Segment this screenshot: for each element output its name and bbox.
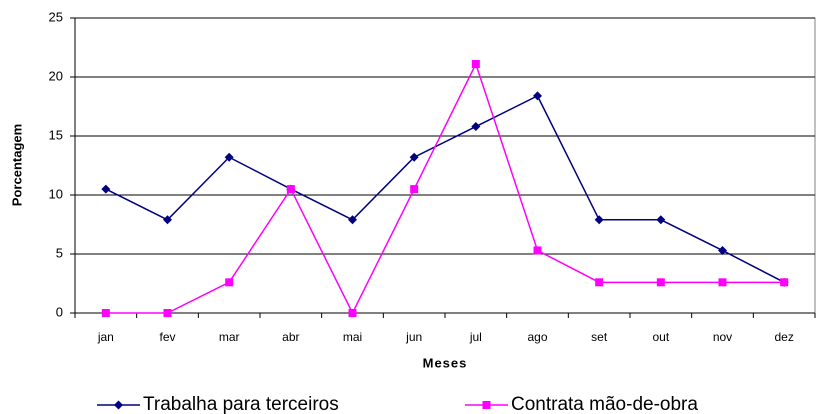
x-axis-label: Meses: [423, 355, 468, 370]
marker: [286, 185, 295, 194]
legend-label: Trabalha para terceiros: [143, 394, 339, 414]
marker: [224, 152, 234, 162]
y-tick-label: 5: [56, 245, 63, 260]
marker: [410, 185, 419, 194]
marker: [482, 401, 491, 409]
y-tick-label: 20: [49, 68, 63, 83]
marker: [471, 122, 481, 132]
series-line: [105, 94, 785, 283]
marker: [101, 184, 111, 194]
marker: [656, 215, 666, 225]
marker: [348, 309, 357, 317]
legend-label: Contrata mão-de-obra: [511, 394, 698, 414]
x-tick-label: dez: [774, 330, 793, 344]
y-tick-label: 0: [56, 304, 63, 319]
x-tick-label: mar: [219, 330, 240, 344]
marker: [718, 245, 727, 255]
marker: [101, 309, 110, 317]
x-tick-label: fev: [159, 330, 175, 344]
x-tick-label: mai: [343, 330, 362, 344]
marker: [225, 278, 234, 287]
x-tick-label: set: [591, 330, 608, 344]
marker: [471, 60, 480, 69]
x-tick-label: jan: [97, 330, 114, 344]
marker: [656, 278, 665, 287]
x-tick-label: jul: [469, 330, 482, 344]
x-tick-label: out: [652, 330, 669, 344]
marker: [163, 215, 172, 225]
y-tick-label: 15: [49, 127, 63, 142]
marker: [409, 152, 419, 162]
marker: [595, 278, 604, 287]
y-tick-label: 10: [49, 186, 63, 201]
marker: [718, 278, 727, 287]
x-tick-label: jun: [405, 330, 422, 344]
y-axis-label: Porcentagem: [9, 124, 24, 206]
x-tick-label: ago: [527, 330, 547, 344]
plot-area: [74, 17, 816, 314]
marker: [533, 246, 542, 255]
y-tick-label: 25: [49, 9, 63, 24]
x-tick-label: nov: [713, 330, 732, 344]
marker: [348, 215, 357, 225]
marker: [594, 215, 604, 225]
marker: [533, 91, 542, 101]
marker: [163, 309, 172, 317]
x-tick-label: abr: [282, 330, 299, 344]
series-line: [105, 62, 785, 315]
marker: [780, 278, 789, 287]
marker: [114, 400, 123, 410]
